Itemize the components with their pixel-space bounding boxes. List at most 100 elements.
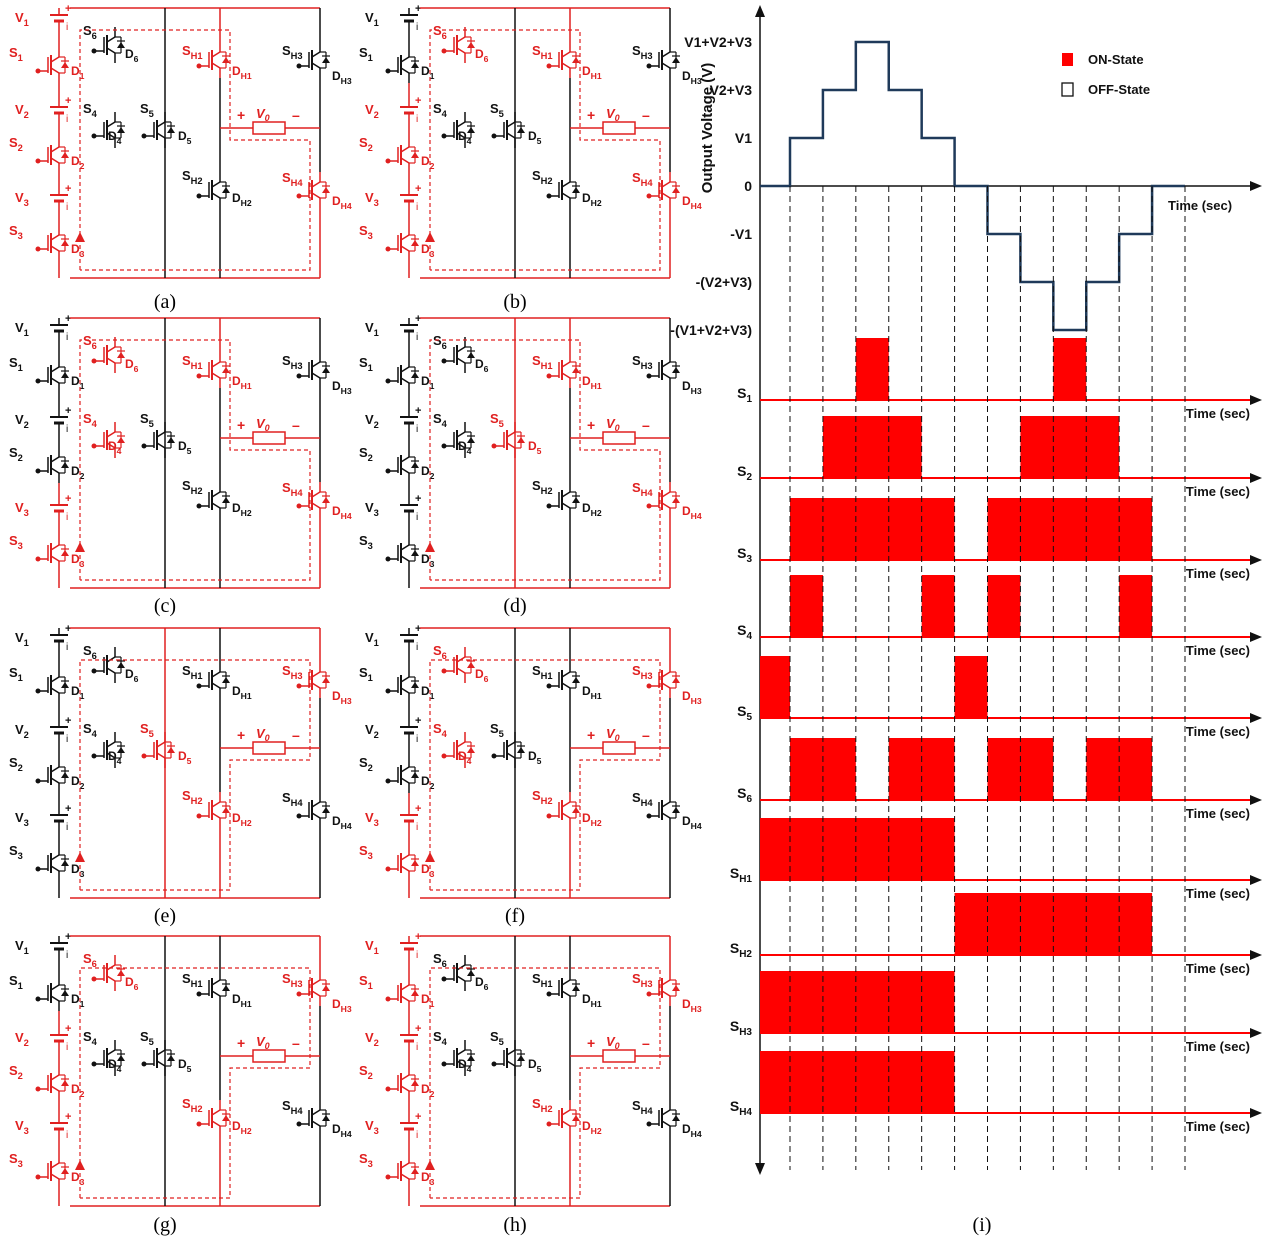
level-label: -V1 <box>730 226 752 242</box>
switch-sh4 <box>646 792 680 828</box>
current-arrow <box>425 542 435 552</box>
label-dh2: DH2 <box>232 191 252 208</box>
label-dh1: DH1 <box>582 374 602 391</box>
switch-sh2 <box>546 1100 580 1136</box>
label-s2: S2 <box>359 755 373 773</box>
switch-sh3 <box>646 352 680 388</box>
source-v3: +i <box>50 803 71 833</box>
switch-s5 <box>491 732 525 768</box>
switch-sh4 <box>646 1100 680 1136</box>
source-v3: +i <box>400 803 421 833</box>
switch-s6 <box>91 27 125 63</box>
timing-row-sh2: SH2 Time (sec) <box>730 893 1262 976</box>
circuit-panel-f: +iV1S1D1+iV2S2D2+iV3S3D3S6D6S4D4S5D5SH1D… <box>359 623 702 899</box>
switch-s3 <box>35 845 69 881</box>
label-v1: V1 <box>365 320 379 338</box>
legend-off-label: OFF-State <box>1088 82 1150 97</box>
circuit-panel-e: +iV1S1D1+iV2S2D2+iV3S3D3S6D6S4D4S5D5SH1D… <box>9 623 352 899</box>
svg-text:+: + <box>65 405 71 417</box>
source-v2: +i <box>400 1023 421 1053</box>
level-label: -(V2+V3) <box>696 274 752 290</box>
switch-s1 <box>385 47 419 83</box>
label-v3: V3 <box>365 810 379 828</box>
row-arrow <box>1250 1028 1262 1038</box>
load-resistor <box>602 121 636 135</box>
timing-row-s5: S5 Time (sec) <box>737 656 1262 739</box>
switch-sh3 <box>646 662 680 698</box>
label-d3: D3 <box>421 862 435 879</box>
source-v3: +i <box>50 183 71 213</box>
switch-label: S6 <box>737 785 752 805</box>
label-plus: + <box>587 107 595 123</box>
label-dh2: DH2 <box>232 811 252 828</box>
switch-s3 <box>385 845 419 881</box>
svg-text:i: i <box>66 734 68 745</box>
label-vo: V0 <box>256 106 270 123</box>
label-dh4: DH4 <box>682 194 702 211</box>
svg-text:+: + <box>65 1111 71 1123</box>
timing-row-s6: S6 Time (sec) <box>737 738 1262 821</box>
label-sh3: SH3 <box>632 353 653 371</box>
label-dh2: DH2 <box>582 811 602 828</box>
switch-s4 <box>441 732 475 768</box>
label-sh4: SH4 <box>632 790 653 808</box>
label-sh2: SH2 <box>532 478 553 496</box>
label-s1: S1 <box>9 665 23 683</box>
switch-s1 <box>385 357 419 393</box>
circuit-panel-b: +iV1S1D1+iV2S2D2+iV3S3D3S6D6S4D4S5D5SH1D… <box>359 3 702 279</box>
label-s3: S3 <box>9 843 23 861</box>
switch-s2 <box>35 447 69 483</box>
label-sh2: SH2 <box>182 478 203 496</box>
label-s2: S2 <box>9 1063 23 1081</box>
label-v2: V2 <box>15 722 29 740</box>
label-d2: D2 <box>71 1082 85 1099</box>
label-plus: + <box>587 727 595 743</box>
switch-s6 <box>91 647 125 683</box>
label-sh4: SH4 <box>282 1098 303 1116</box>
label-d6: D6 <box>475 667 489 684</box>
source-v3: +i <box>50 493 71 523</box>
circuit-panel-g: +iV1S1D1+iV2S2D2+iV3S3D3S6D6S4D4S5D5SH1D… <box>9 931 352 1207</box>
switch-label: SH2 <box>730 940 753 960</box>
label-s6: S6 <box>433 643 447 661</box>
on-pulse <box>954 893 1153 955</box>
current-path <box>79 967 311 1199</box>
level-label: V1+V2+V3 <box>684 34 752 50</box>
timing-row-s1: S1 Time (sec) <box>737 338 1262 421</box>
row-time-label: Time (sec) <box>1186 406 1250 421</box>
current-path <box>429 339 661 581</box>
svg-text:i: i <box>66 950 68 961</box>
label-s4: S4 <box>433 411 448 429</box>
row-arrow <box>1250 555 1262 565</box>
timing-row-s2: S2 Time (sec) <box>737 416 1262 499</box>
on-pulse <box>822 416 922 478</box>
source-v2: +i <box>50 405 71 435</box>
label-d4: D4 <box>458 439 472 456</box>
switch-s5 <box>141 422 175 458</box>
label-v2: V2 <box>365 722 379 740</box>
label-minus: – <box>642 1035 650 1051</box>
switch-label: S4 <box>737 622 752 642</box>
label-d4: D4 <box>108 1057 122 1074</box>
on-pulse <box>1119 575 1153 637</box>
label-minus: – <box>292 727 300 743</box>
switch-s4 <box>441 422 475 458</box>
source-v3: +i <box>400 1111 421 1141</box>
on-pulse <box>790 575 823 637</box>
label-dh1: DH1 <box>232 64 252 81</box>
label-s4: S4 <box>433 1029 448 1047</box>
row-arrow <box>1250 795 1262 805</box>
switch-label: S2 <box>737 463 752 483</box>
source-v1: +i <box>400 931 421 961</box>
label-s2: S2 <box>9 755 23 773</box>
level-label: V2+V3 <box>710 82 753 98</box>
label-v2: V2 <box>15 412 29 430</box>
label-s3: S3 <box>9 223 23 241</box>
current-path <box>79 339 311 581</box>
svg-text:i: i <box>416 114 418 125</box>
label-d4: D4 <box>458 749 472 766</box>
switch-sh2 <box>546 482 580 518</box>
captions: (a) (b) (c) (d) (e) (f) (g) (h) (i) <box>153 291 991 1236</box>
label-dh3: DH3 <box>332 69 352 86</box>
svg-text:+: + <box>415 803 421 815</box>
